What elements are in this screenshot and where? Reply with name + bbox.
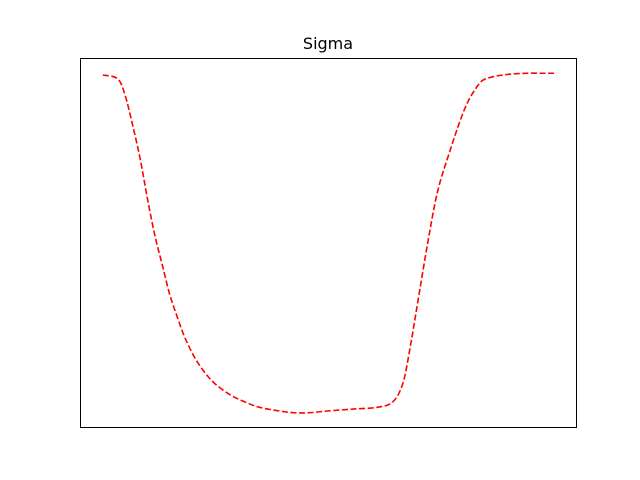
- chart-title: Sigma: [303, 34, 353, 53]
- series-line-0: [102, 72, 555, 414]
- plot-area: [102, 72, 555, 414]
- plot-frame: [80, 58, 577, 428]
